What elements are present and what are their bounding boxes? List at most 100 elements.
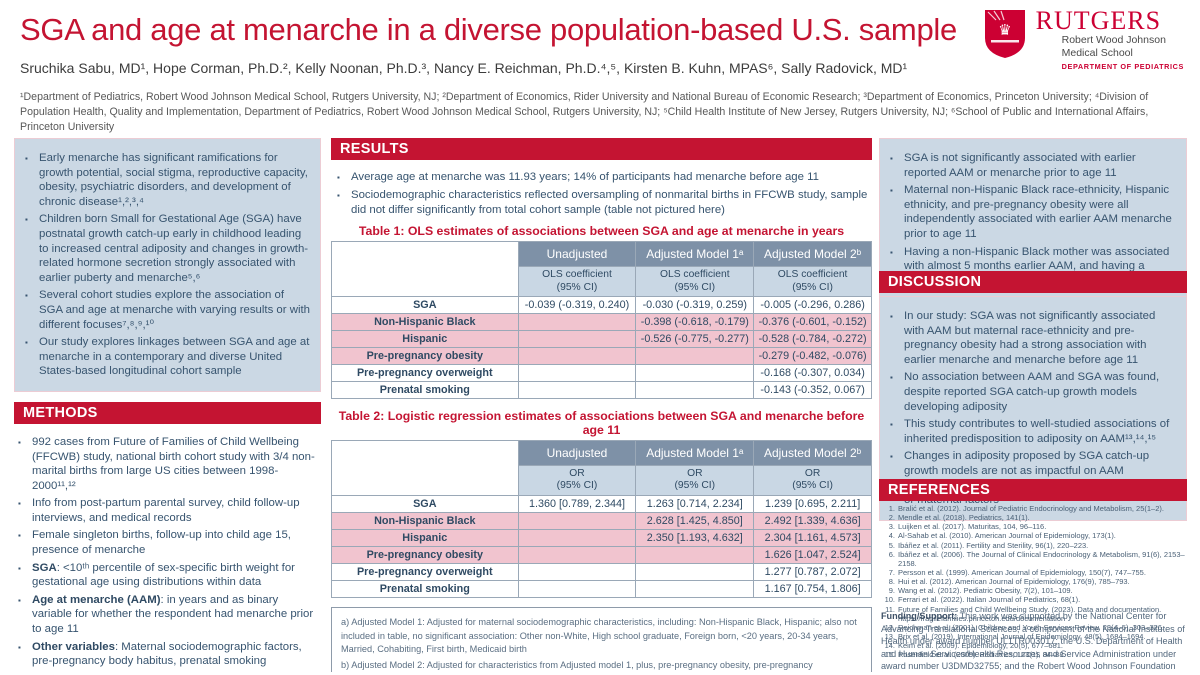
table-measure-header: OLS coefficient (95% CI) bbox=[753, 266, 872, 298]
reference-text: Future of Families and Child Wellbeing S… bbox=[898, 604, 1162, 623]
reference-text: Hui et al. (2012). American Journal of E… bbox=[898, 577, 1130, 587]
table-measure-header: OR (95% CI) bbox=[753, 465, 872, 496]
rutgers-shield-icon: ♛ bbox=[982, 8, 1028, 65]
row-value bbox=[635, 364, 755, 383]
rutgers-logo: ♛ RUTGERS Robert Wood Johnson Medical Sc… bbox=[982, 8, 1184, 71]
reference-text: Wang et al. (2012). Pediatric Obesity, 7… bbox=[898, 586, 1073, 596]
row-value: 1.263 [0.714, 2.234] bbox=[635, 494, 755, 513]
bullet-text: No association between AAM and SGA was f… bbox=[904, 371, 1160, 413]
row-value bbox=[517, 347, 637, 366]
reference-number: 11. bbox=[885, 604, 895, 614]
row-value bbox=[517, 528, 637, 547]
row-value: -0.143 (-0.352, 0.067) bbox=[753, 381, 872, 400]
row-value: 2.492 [1.339, 4.636] bbox=[753, 511, 872, 530]
reference-number: 14. bbox=[884, 641, 895, 651]
bullet-marker-icon: ▪ bbox=[890, 373, 893, 383]
funding-note: Funding/Support: This work was supported… bbox=[881, 610, 1187, 672]
reference-number: 8. bbox=[888, 577, 895, 587]
row-value: -0.528 (-0.784, -0.272) bbox=[753, 330, 872, 349]
row-value bbox=[517, 330, 637, 349]
row-value: -0.039 (-0.319, 0.240) bbox=[517, 296, 637, 315]
bullet-marker-icon: ▪ bbox=[890, 186, 893, 196]
table-row: SGA -0.039 (-0.319, 0.240) -0.030 (-0.319,… bbox=[331, 296, 872, 315]
bullet-marker-icon: ▪ bbox=[337, 173, 340, 182]
row-value: 1.277 [0.787, 2.072] bbox=[753, 562, 872, 581]
bullet-text: This study contributes to well-studied a… bbox=[904, 418, 1170, 445]
reference-text: Al-Sahab et al. (2010). American Journal… bbox=[898, 531, 1116, 541]
measure-ci-label: (95% CI) bbox=[792, 480, 833, 492]
row-value: -0.376 (-0.601, -0.152) bbox=[753, 313, 872, 332]
bullet-text: Info from post-partum parental survey, c… bbox=[32, 497, 300, 524]
bullet-text: Early menarche has significant ramificat… bbox=[39, 152, 308, 208]
table1-container: Unadjusted Adjusted Model 1ᵃ Adjusted Mode… bbox=[331, 241, 872, 400]
reference-item: 8. Hui et al. (2012). American Journal of… bbox=[881, 577, 1187, 586]
bullet-text: Female singleton births, follow-up into … bbox=[32, 529, 291, 557]
measure-label: OR bbox=[569, 468, 585, 480]
references-list: 1. Bralić et al. (2012). Journal of Pedia… bbox=[881, 504, 1187, 659]
table-row: Prenatal smoking 1.167 [0.754, 1.806] bbox=[331, 579, 872, 598]
table-row: Pre-pregnancy obesity -0.279 (-0.482, -0.… bbox=[331, 347, 872, 366]
middle-column: RESULTS ▪ Average age at menarche was 11.… bbox=[331, 138, 872, 672]
table2-container: Unadjusted Adjusted Model 1ᵃ Adjusted Mode… bbox=[331, 440, 872, 598]
reference-number: 15. bbox=[884, 650, 895, 660]
footnote-line: b) Adjusted Model 2: Adjusted for charac… bbox=[341, 660, 813, 671]
row-label: Hispanic bbox=[331, 528, 519, 547]
table-column-header: Adjusted Model 1ᵃ bbox=[635, 241, 755, 268]
row-value: 1.239 [0.695, 2.211] bbox=[753, 494, 872, 513]
authors-line: Sruchika Sabu, MD¹, Hope Corman, Ph.D.²,… bbox=[20, 60, 908, 76]
bullet-marker-icon: ▪ bbox=[25, 154, 28, 163]
table-footnotes-box: a) Adjusted Model 1: Adjusted for matern… bbox=[331, 606, 872, 672]
results-table: Unadjusted Adjusted Model 1ᵃ Adjusted Mode… bbox=[331, 440, 872, 598]
reference-text: Bralić et al. (2012). Journal of Pediatr… bbox=[898, 504, 1164, 513]
reference-text: Ibáñez et al. (2011). Fertility and Ster… bbox=[898, 540, 1089, 550]
table-row: Pre-pregnancy obesity 1.626 [1.047, 2.524… bbox=[331, 545, 872, 564]
table-row: Hispanic -0.526 (-0.775, -0.277) -0.528 (-… bbox=[331, 330, 872, 349]
reference-text: Keim et al. (2009). Epidemiology, 20(5),… bbox=[898, 641, 1063, 651]
page-title: SGA and age at menarche in a diverse pop… bbox=[20, 12, 957, 47]
reference-number: 1. bbox=[888, 504, 895, 513]
row-value bbox=[517, 364, 637, 383]
table-column-header: Unadjusted bbox=[517, 440, 637, 467]
bullet-item: ▪ Info from post-partum parental survey, … bbox=[18, 496, 317, 525]
table-corner-cell bbox=[331, 241, 519, 298]
row-value: 1.167 [0.754, 1.806] bbox=[753, 579, 872, 598]
bullet-item: ▪ In our study: SGA was not significantly… bbox=[890, 309, 1176, 367]
left-column: ▪ Early menarche has significant ramifica… bbox=[14, 138, 321, 672]
reference-text: Luijken et al. (2017). Maturitas, 104, 9… bbox=[898, 522, 1047, 532]
reference-number: 7. bbox=[888, 567, 895, 577]
reference-item: 9. Wang et al. (2012). Pediatric Obesity,… bbox=[881, 586, 1187, 595]
row-label: SGA bbox=[331, 296, 519, 315]
measure-label: OR bbox=[804, 468, 821, 480]
row-value: 1.626 [1.047, 2.524] bbox=[753, 545, 872, 564]
row-value bbox=[635, 381, 755, 400]
logo-text-block: RUTGERS Robert Wood Johnson Medical Scho… bbox=[1036, 8, 1184, 72]
row-value bbox=[517, 579, 637, 598]
row-value bbox=[517, 313, 637, 332]
reference-number: 3. bbox=[888, 522, 895, 532]
table2-title: Table 2: Logistic regression estimates o… bbox=[338, 409, 865, 438]
row-value: 1.360 [0.789, 2.344] bbox=[517, 494, 637, 513]
row-value bbox=[635, 347, 755, 366]
affiliations-line: ¹Department of Pediatrics, Robert Wood J… bbox=[20, 91, 1149, 133]
row-value: -0.168 (-0.307, 0.034) bbox=[753, 364, 872, 383]
measure-ci-label: (95% CI) bbox=[792, 281, 833, 293]
row-label: Pre-pregnancy overweight bbox=[331, 562, 519, 581]
bullet-item: ▪ 992 cases from Future of Families of Ch… bbox=[18, 435, 317, 493]
bullet-lead: Age at menarche (AAM) bbox=[32, 593, 161, 606]
bullet-text: In our study: SGA was not significantly … bbox=[904, 310, 1156, 366]
bullet-text: SGA is not significantly associated with… bbox=[904, 152, 1136, 179]
reference-text: Brix et al. (2019). International Journa… bbox=[898, 631, 1146, 641]
row-value: -0.398 (-0.618, -0.179) bbox=[635, 313, 755, 332]
reference-item: 11. Future of Families and Child Wellbein… bbox=[881, 605, 1187, 623]
measure-ci-label: (95% CI) bbox=[674, 281, 716, 293]
bullet-marker-icon: ▪ bbox=[25, 291, 28, 301]
measure-ci-label: (95% CI) bbox=[556, 480, 598, 492]
reference-item: 1. Bralić et al. (2012). Journal of Pedia… bbox=[881, 504, 1187, 513]
bullet-marker-icon: ▪ bbox=[18, 595, 21, 605]
bullet-marker-icon: ▪ bbox=[18, 642, 21, 652]
reference-number: 12. bbox=[884, 622, 895, 632]
row-value bbox=[517, 545, 637, 564]
reference-text: Mendle et al. (2018). Pediatrics, 141(1)… bbox=[898, 513, 1030, 523]
references-section-heading: REFERENCES bbox=[879, 479, 1187, 501]
bullet-item: ▪ Maternal non-Hispanic Black race-ethnic… bbox=[890, 183, 1176, 241]
